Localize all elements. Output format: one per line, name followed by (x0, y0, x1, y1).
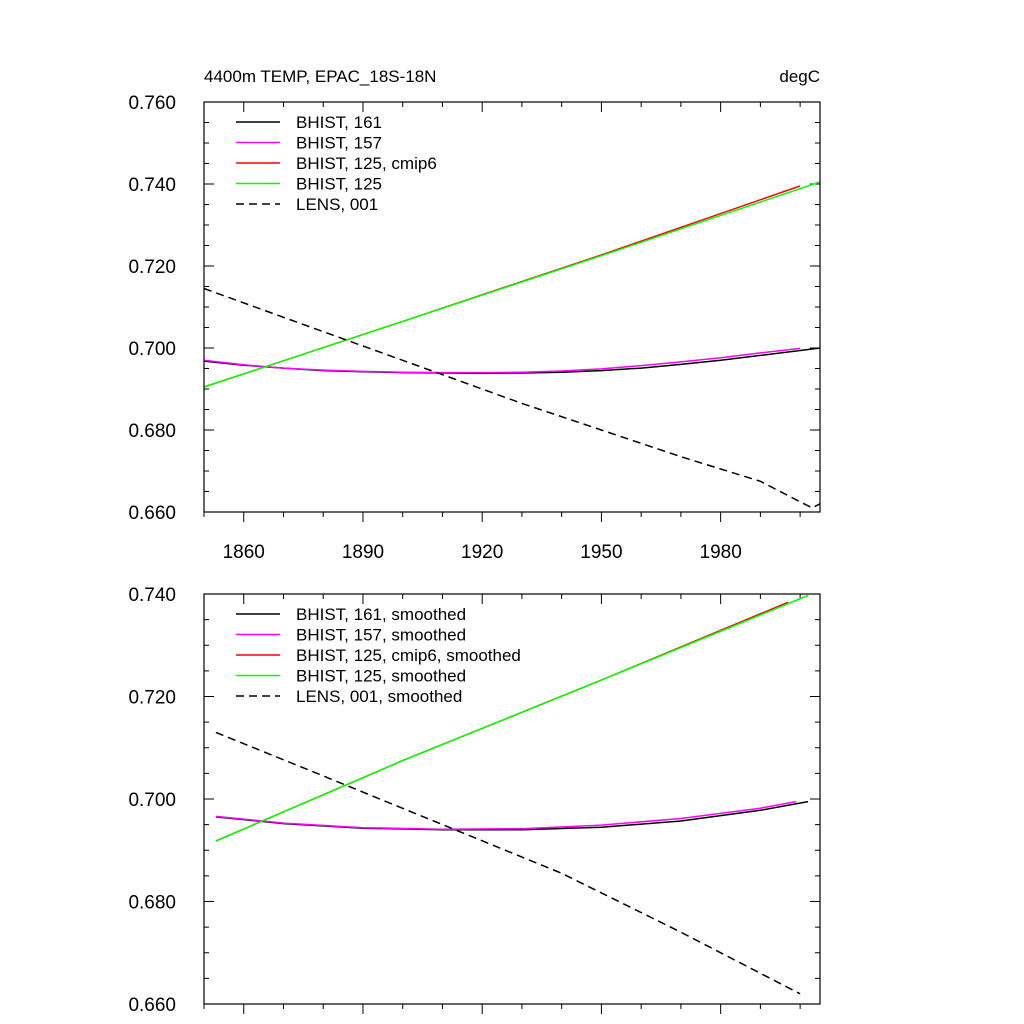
legend-label: BHIST, 157 (296, 134, 382, 153)
top-panel-title: 4400m TEMP, EPAC_18S-18N (204, 67, 436, 86)
y-tick-label: 0.660 (128, 503, 176, 524)
series-line-3 (215, 594, 809, 842)
y-tick-label: 0.660 (128, 995, 176, 1016)
series-line-1 (203, 347, 801, 374)
y-tick-label: 0.720 (128, 688, 176, 709)
y-tick-label: 0.720 (128, 257, 176, 278)
bottom-panel-frame (203, 593, 821, 1005)
series-line-0 (203, 347, 821, 375)
y-tick-label: 0.740 (128, 175, 176, 196)
bottom-panel-legend: BHIST, 161, smoothed BHIST, 157, smoothe… (236, 605, 521, 706)
x-tick-label: 1860 (223, 542, 265, 563)
top-panel-units: degC (779, 67, 820, 86)
bottom-panel: 0.660 0.680 0.700 0.720 0.740 BHIST, 161… (128, 585, 821, 1016)
legend-label: BHIST, 161 (296, 113, 382, 132)
y-tick-label: 0.700 (128, 339, 176, 360)
legend-label: BHIST, 125 (296, 175, 382, 194)
y-tick-label: 0.680 (128, 421, 176, 442)
series-line-4 (215, 731, 801, 995)
legend-label: LENS, 001 (296, 195, 378, 214)
series-line-1 (215, 800, 797, 830)
top-panel-legend: BHIST, 161 BHIST, 157 BHIST, 125, cmip6 … (236, 113, 437, 214)
top-panel-frame (203, 101, 821, 513)
series-line-4 (203, 287, 821, 509)
y-tick-label: 0.740 (128, 585, 176, 606)
legend-label: BHIST, 125, cmip6 (296, 154, 437, 173)
bottom-panel-series (215, 594, 809, 995)
x-tick-label: 1920 (461, 542, 503, 563)
y-tick-label: 0.760 (128, 93, 176, 114)
bottom-panel-y-tick-labels: 0.660 0.680 0.700 0.720 0.740 (128, 585, 176, 1016)
y-tick-label: 0.700 (128, 790, 176, 811)
series-line-3 (203, 181, 821, 388)
top-panel-series (203, 181, 821, 509)
legend-label: BHIST, 125, smoothed (296, 667, 466, 686)
legend-label: BHIST, 157, smoothed (296, 626, 466, 645)
x-tick-label: 1980 (700, 542, 742, 563)
x-tick-label: 1950 (580, 542, 622, 563)
legend-label: LENS, 001, smoothed (296, 687, 462, 706)
top-panel-x-tick-labels: 1860 1890 1920 1950 1980 (223, 542, 742, 563)
legend-label: BHIST, 125, cmip6, smoothed (296, 646, 521, 665)
series-line-0 (215, 800, 809, 831)
top-panel-ticks (203, 101, 820, 522)
legend-label: BHIST, 161, smoothed (296, 605, 466, 624)
x-tick-label: 1890 (342, 542, 384, 563)
y-tick-label: 0.680 (128, 893, 176, 914)
top-panel: 4400m TEMP, EPAC_18S-18N degC 0.660 0.68… (128, 67, 821, 563)
top-panel-y-tick-labels: 0.660 0.680 0.700 0.720 0.740 0.760 (128, 93, 176, 524)
